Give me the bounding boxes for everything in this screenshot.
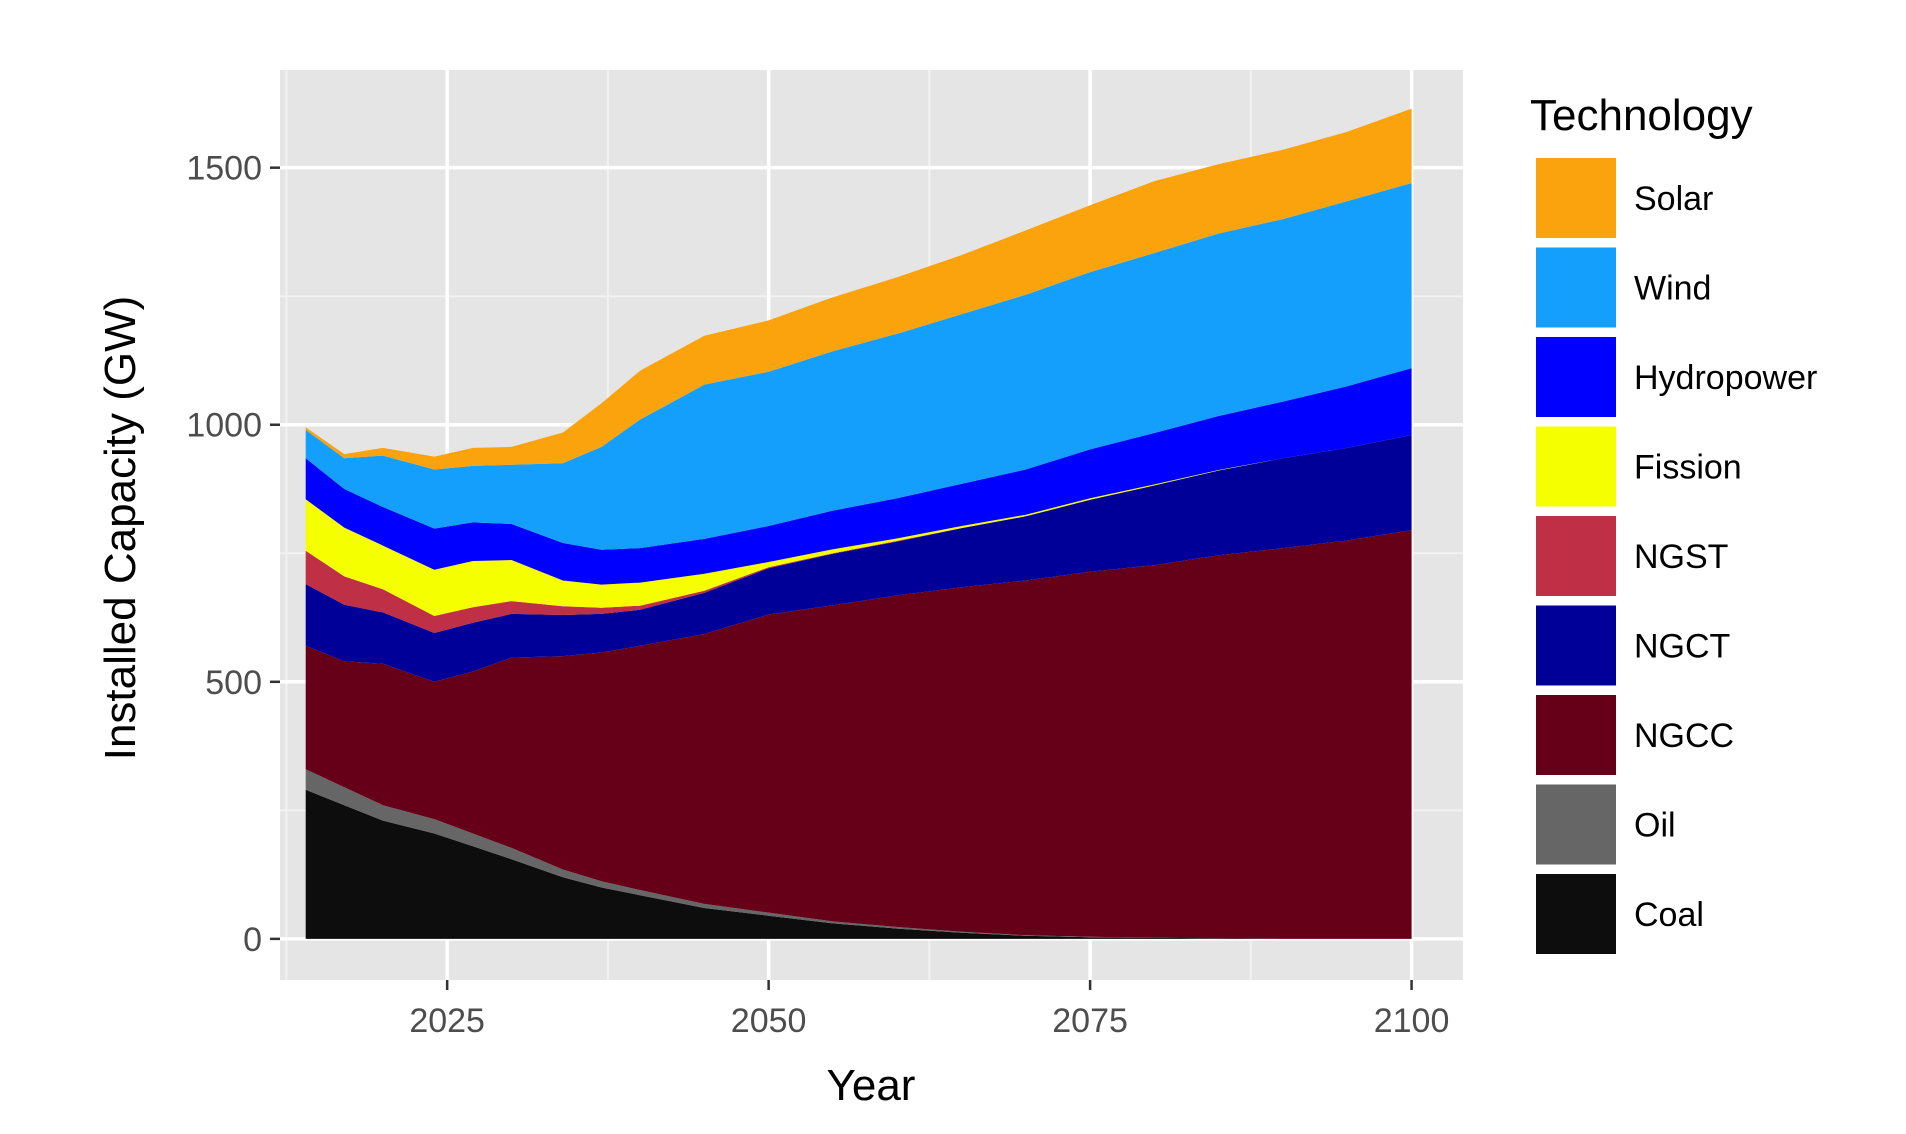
area-coal (305, 789, 1412, 939)
legend-key-ngst (1536, 516, 1616, 596)
y-tick-label: 0 (243, 921, 262, 959)
legend-label-wind: Wind (1634, 270, 1711, 308)
y-tick-label: 1000 (186, 407, 262, 445)
x-axis-title: Year (827, 1061, 916, 1110)
y-tick-label: 500 (205, 664, 262, 702)
x-tick-label: 2075 (1052, 1002, 1128, 1040)
legend-key-fission (1536, 426, 1616, 507)
x-axis: 2025 2050 2075 2100 (409, 980, 1449, 1040)
y-tick-label: 1500 (186, 150, 262, 188)
legend-label-fission: Fission (1634, 449, 1742, 487)
legend-label-ngct: NGCT (1634, 628, 1730, 666)
legend-key-solar (1536, 158, 1616, 238)
y-axis-title: Installed Capacity (GW) (96, 296, 145, 761)
legend-label-hydropower: Hydropower (1634, 359, 1817, 397)
area-solar (305, 108, 1412, 470)
legend: Technology Solar Wind Hydropower Fission NGS… (1530, 91, 1817, 954)
area-hydropower (305, 368, 1412, 585)
area-fission (305, 435, 1412, 616)
legend-label-ngst: NGST (1634, 538, 1728, 576)
area-ngst (305, 435, 1412, 633)
legend-label-solar: Solar (1634, 180, 1713, 218)
x-tick-label: 2100 (1374, 1002, 1450, 1040)
legend-key-wind (1536, 247, 1616, 328)
y-axis: 0 500 1000 1500 (186, 150, 280, 959)
x-tick-label: 2025 (409, 1002, 485, 1040)
legend-key-coal (1536, 874, 1616, 954)
legend-key-ngct (1536, 605, 1616, 686)
area-ngct (305, 435, 1412, 682)
legend-key-ngcc (1536, 695, 1616, 775)
legend-key-hydropower (1536, 337, 1616, 417)
legend-label-oil: Oil (1634, 807, 1676, 845)
area-wind (305, 183, 1412, 550)
legend-label-coal: Coal (1634, 896, 1704, 934)
area-layers (305, 108, 1412, 939)
legend-key-oil (1536, 784, 1616, 865)
legend-label-ngcc: NGCC (1634, 717, 1734, 755)
legend-title: Technology (1530, 91, 1753, 140)
x-tick-label: 2050 (731, 1002, 807, 1040)
area-ngcc (305, 530, 1412, 939)
